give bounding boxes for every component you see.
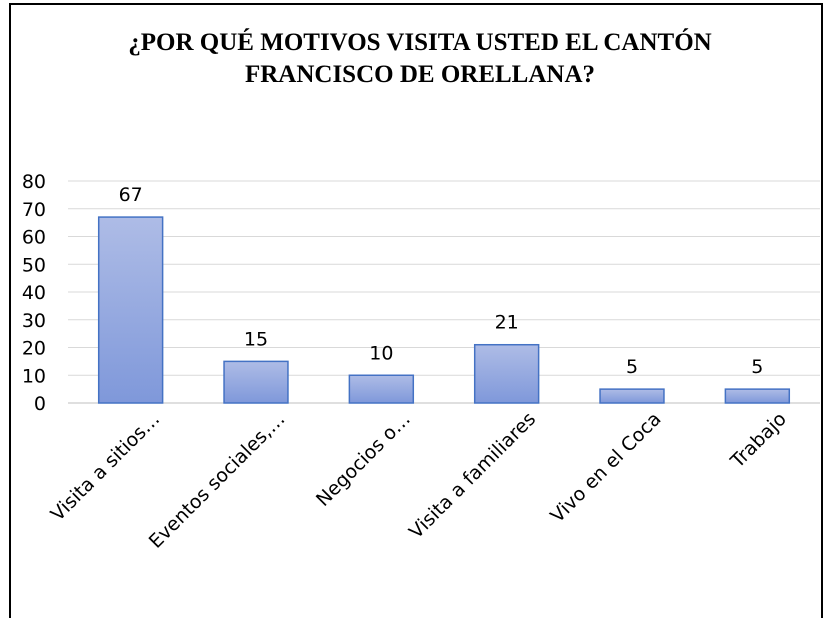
chart-title: ¿POR QUÉ MOTIVOS VISITA USTED EL CANTÓN	[128, 28, 711, 56]
bar	[473, 343, 540, 404]
y-tick-label: 50	[22, 254, 46, 276]
x-tick-label: Visita a sitios…	[47, 408, 165, 526]
y-tick-label: 40	[22, 282, 46, 304]
bar	[599, 388, 665, 404]
x-tick-label: Vivo en el Coca	[546, 408, 665, 527]
value-label: 67	[119, 184, 143, 206]
bar	[348, 374, 415, 404]
frame	[9, 3, 823, 618]
y-tick-label: 0	[34, 393, 46, 415]
x-tick-label: Visita a familiares	[405, 408, 540, 543]
value-label: 15	[244, 328, 268, 350]
x-tick-label: Negocios o…	[312, 408, 415, 511]
y-tick-label: 60	[22, 227, 46, 249]
x-tick-label: Trabajo	[726, 408, 791, 473]
chart-title: FRANCISCO DE ORELLANA?	[245, 61, 595, 88]
y-tick-label: 70	[22, 199, 46, 221]
bar	[223, 360, 289, 404]
value-label: 10	[369, 342, 393, 364]
y-tick-label: 30	[22, 310, 46, 332]
value-label: 5	[751, 356, 763, 378]
y-tick-label: 20	[22, 338, 46, 360]
y-tick-label: 10	[22, 365, 46, 387]
bar	[97, 216, 164, 404]
y-tick-label: 80	[22, 171, 46, 193]
bar	[724, 388, 791, 404]
value-label: 21	[495, 312, 519, 334]
value-label: 5	[626, 356, 638, 378]
x-tick-label: Eventos sociales,…	[145, 408, 290, 553]
